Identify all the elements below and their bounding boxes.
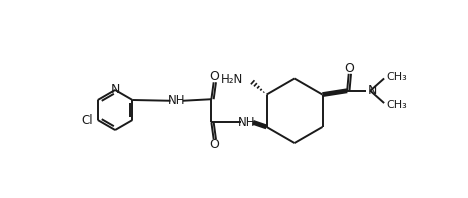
Text: N: N	[110, 84, 120, 96]
Text: NH: NH	[168, 94, 185, 107]
Text: CH₃: CH₃	[387, 72, 407, 82]
Text: O: O	[210, 138, 219, 151]
Text: NH: NH	[238, 116, 256, 129]
Text: O: O	[210, 70, 219, 83]
Text: H₂N: H₂N	[221, 73, 243, 87]
Text: N: N	[368, 84, 377, 97]
Text: O: O	[344, 62, 354, 75]
Text: Cl: Cl	[81, 114, 93, 127]
Text: CH₃: CH₃	[387, 100, 407, 110]
